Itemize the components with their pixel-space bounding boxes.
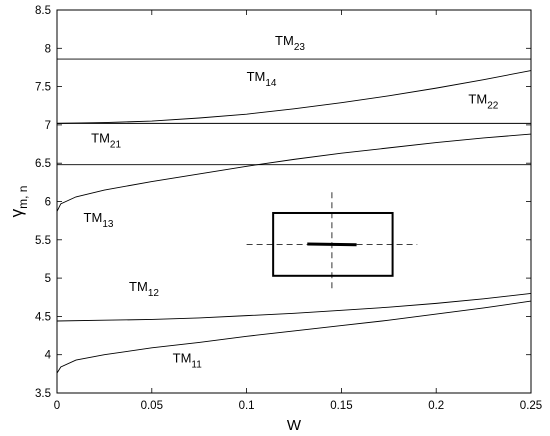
x-tick-label: 0.05 [141, 400, 163, 412]
curve-label-text: TM [173, 350, 192, 365]
y-axis-label: γm, n [7, 186, 30, 218]
curve-label-subscript: 21 [110, 140, 122, 151]
inset-box [272, 211, 394, 277]
x-tick-label: 0 [54, 400, 60, 412]
y-tick-label: 7 [45, 120, 51, 132]
x-tick-label: 0.1 [239, 400, 255, 412]
x-axis-ticks: 0 0.05 0.1 0.15 0.2 0.25 [54, 10, 542, 412]
curve-label: TM14 [247, 69, 277, 89]
inset-marker [246, 192, 418, 292]
curve-label-text: TM [468, 91, 487, 106]
x-tick-label: 0.25 [520, 400, 542, 412]
x-tick-label: 0.2 [428, 400, 444, 412]
curve-label-text: TM [275, 33, 294, 48]
series-lines [56, 58, 532, 374]
curve-label: TM12 [129, 279, 159, 299]
curve-label: TM22 [468, 91, 498, 111]
y-axis-ticks: 3.5 4 4.5 5 5.5 6 6.5 7 7.5 8 8.5 [35, 5, 531, 400]
curve-label-subscript: 23 [294, 42, 306, 53]
curve-label: TM21 [91, 131, 121, 151]
curve-label: TM23 [275, 33, 305, 53]
curve-label-subscript: 11 [191, 359, 202, 370]
series-line-3 [56, 133, 532, 212]
series-line-4 [56, 70, 532, 124]
curve-label-text: TM [129, 279, 148, 294]
y-tick-label: 3.5 [35, 388, 51, 400]
y-tick-label: 7.5 [35, 82, 51, 94]
y-tick-label: 6.5 [35, 158, 51, 170]
y-tick-label: 5.5 [35, 235, 51, 247]
y-tick-label: 5 [45, 273, 51, 285]
y-tick-label: 6 [45, 197, 51, 209]
x-axis-label: W [287, 417, 302, 434]
curve-label-text: TM [91, 131, 110, 146]
curve-label-text: TM [247, 69, 266, 84]
curve-label-subscript: 12 [148, 288, 160, 299]
inset-bar [307, 242, 357, 247]
y-tick-label: 4 [45, 350, 52, 362]
curve-label-text: TM [84, 210, 103, 225]
curve-label-subscript: 14 [265, 78, 277, 89]
curve-label: TM13 [84, 210, 114, 230]
y-tick-label: 8 [45, 43, 51, 55]
series-line-2 [56, 292, 532, 322]
curve-label-subscript: 22 [487, 100, 499, 111]
series-line-1 [56, 300, 532, 374]
curve-label: TM11 [173, 350, 203, 370]
y-tick-label: 4.5 [35, 311, 51, 323]
x-tick-label: 0.15 [330, 400, 352, 412]
y-axis-label-symbol: γ [7, 208, 26, 217]
y-tick-label: 8.5 [35, 5, 51, 17]
y-axis-label-subscript: m, n [16, 186, 30, 209]
curve-label-subscript: 13 [102, 219, 114, 230]
